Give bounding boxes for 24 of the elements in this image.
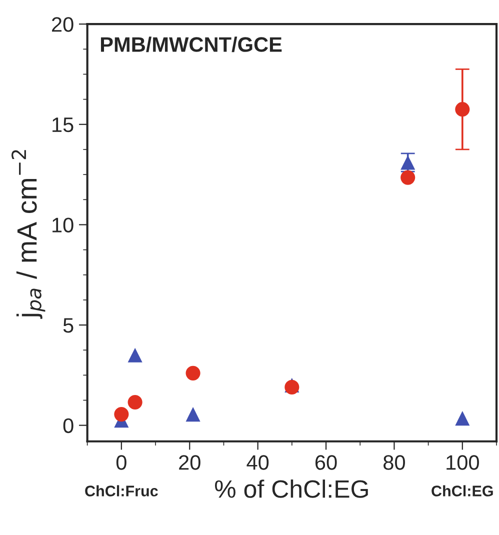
annotation: PMB/MWCNT/GCE (100, 36, 282, 52)
y-tick-label: 0 (63, 418, 74, 434)
x-tick-label: 0 (116, 455, 126, 470)
point (455, 102, 470, 117)
text: ChCl:EG (432, 485, 493, 496)
text: ChCl:Fruc (85, 485, 158, 496)
point (114, 407, 129, 422)
y-tick-label: 20 (52, 17, 74, 32)
y-tick-label: 15 (52, 118, 74, 132)
x-axis-title: % of ChCl:EG (215, 480, 368, 498)
y-axis-title: j$_{pa}$ / mA cm$^{−2}$ (12, 150, 46, 319)
point (455, 411, 470, 426)
point (128, 348, 142, 362)
x-tick-label: 20 (179, 455, 200, 470)
point (400, 170, 416, 185)
x-tick-label: 80 (384, 455, 405, 470)
point (128, 394, 142, 410)
point (186, 407, 200, 422)
x-tick-label: 60 (315, 455, 337, 470)
y-tick-label: 10 (52, 218, 74, 232)
x-tick-label: 40 (246, 455, 269, 470)
point (186, 366, 200, 380)
x-tick-label: 100 (446, 455, 479, 470)
y-tick-label: 5 (63, 318, 74, 333)
